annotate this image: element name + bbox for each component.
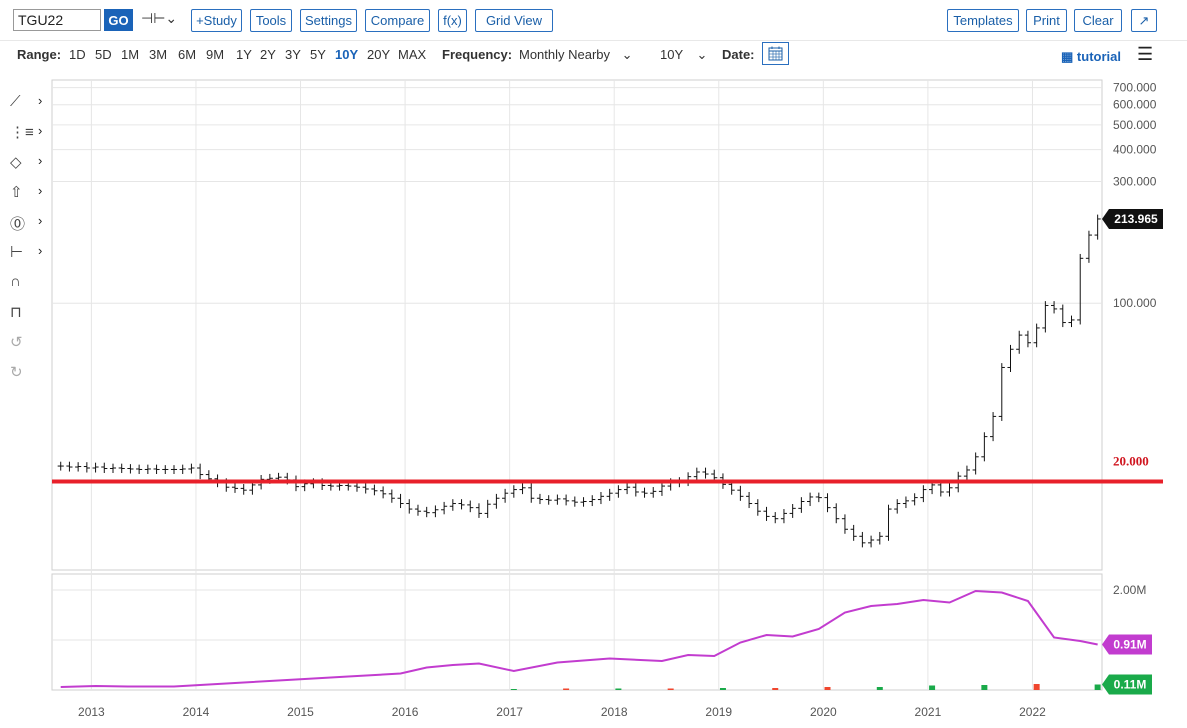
- menu-icon[interactable]: ☰: [1137, 44, 1154, 64]
- compare-button[interactable]: Compare: [365, 9, 430, 32]
- lower-panel-frame: [51, 573, 1103, 691]
- go-button[interactable]: GO: [104, 9, 133, 31]
- price-tick-label: 600.000: [1113, 98, 1157, 112]
- lock-icon[interactable]: ⊓: [10, 304, 22, 321]
- clear-button[interactable]: Clear: [1074, 9, 1122, 32]
- chevron-right-icon: ›: [38, 183, 43, 198]
- grid-view-button[interactable]: Grid View: [475, 9, 553, 32]
- templates-button[interactable]: Templates: [947, 9, 1019, 32]
- volume-bar: [824, 687, 831, 690]
- bar-type-icon[interactable]: ⊣⊢⌄: [141, 10, 178, 26]
- open-interest-badge: [1102, 634, 1152, 655]
- year-tick-label: 2013: [78, 705, 105, 719]
- range-max[interactable]: MAX: [398, 47, 427, 62]
- date-label: Date:: [722, 47, 755, 62]
- price-tick-label: 700.000: [1113, 81, 1157, 95]
- last-price-label: 213.965: [1114, 212, 1158, 226]
- period-select[interactable]: 10Y ⌄: [660, 47, 707, 63]
- open-interest-line: [60, 589, 1098, 688]
- year-tick-label: 2016: [392, 705, 419, 719]
- year-tick-label: 2020: [810, 705, 837, 719]
- volume-bar: [772, 688, 779, 690]
- year-tick-label: 2022: [1019, 705, 1046, 719]
- fib-tool-icon[interactable]: ⋮≡ ›: [10, 123, 43, 141]
- volume-bar: [1094, 684, 1101, 690]
- year-tick-label: 2017: [496, 705, 523, 719]
- price-tick-label: 300.000: [1113, 175, 1157, 189]
- chevron-down-icon: ⌄: [621, 47, 633, 62]
- settings-button[interactable]: Settings: [300, 9, 357, 32]
- frequency-label: Frequency:: [442, 47, 513, 62]
- expand-icon[interactable]: ↗: [1131, 9, 1157, 32]
- fx-button[interactable]: f(x): [438, 9, 467, 32]
- volume-bar: [667, 688, 674, 690]
- chevron-right-icon: ›: [38, 213, 43, 228]
- volume-bar: [510, 689, 517, 690]
- chevron-right-icon: ›: [38, 153, 43, 168]
- volume-bar: [615, 688, 622, 690]
- tutorial-label: tutorial: [1076, 49, 1121, 64]
- volume-bar: [929, 685, 936, 690]
- volume-bar: [563, 688, 570, 690]
- frequency-select[interactable]: Monthly Nearby ⌄: [519, 47, 633, 63]
- calendar-button[interactable]: [762, 42, 789, 65]
- text-tool-icon[interactable]: ⓪ ›: [10, 213, 43, 233]
- price-chart[interactable]: 700.000 600.000 500.000 400.000 300.000 100.0…: [0, 68, 1187, 728]
- arrow-tool-icon[interactable]: ⇧ ›: [10, 183, 43, 201]
- last-price-badge: [1102, 208, 1163, 229]
- range-20y[interactable]: 20Y: [367, 47, 391, 62]
- redo-icon[interactable]: ↻: [10, 364, 23, 381]
- range-3m[interactable]: 3M: [149, 47, 168, 62]
- volume-bar: [719, 688, 726, 690]
- period-value: 10Y: [660, 47, 683, 62]
- volume-bar: [1033, 684, 1040, 690]
- measure-tool-icon[interactable]: ⊢ ›: [10, 243, 43, 261]
- undo-icon[interactable]: ↺: [10, 334, 23, 351]
- tools-button[interactable]: Tools: [250, 9, 292, 32]
- reference-line-label: 20.000: [1113, 454, 1149, 469]
- top-toolbar: GO ⊣⊢⌄ +Study Tools Settings Compare f(x…: [0, 0, 1187, 40]
- open-interest-label: 0.91M: [1113, 638, 1146, 652]
- range-9m[interactable]: 9M: [206, 47, 225, 62]
- range-10y[interactable]: 10Y: [335, 47, 359, 62]
- film-icon: ▦: [1061, 49, 1074, 64]
- year-tick-label: 2019: [705, 705, 732, 719]
- lower-tick-label: 2.00M: [1113, 583, 1146, 597]
- range-1m[interactable]: 1M: [121, 47, 140, 62]
- line-tool-icon[interactable]: ⟋ ›: [10, 93, 43, 110]
- chevron-down-icon: ⌄: [696, 47, 708, 62]
- chevron-right-icon: ›: [38, 243, 43, 258]
- volume-badge: [1102, 674, 1152, 695]
- tutorial-link[interactable]: ▦ tutorial: [1061, 49, 1121, 65]
- range-1y[interactable]: 1Y: [236, 47, 252, 62]
- shape-tool-icon[interactable]: ◇ ›: [10, 153, 43, 171]
- year-tick-label: 2014: [183, 705, 210, 719]
- year-tick-label: 2015: [287, 705, 314, 719]
- print-button[interactable]: Print: [1026, 9, 1067, 32]
- price-tick-label: 100.000: [1113, 296, 1157, 310]
- year-tick-label: 2018: [601, 705, 628, 719]
- chevron-right-icon: ›: [38, 123, 43, 138]
- price-tick-label: 500.000: [1113, 118, 1157, 132]
- range-bar: Range: 1D 5D 1M 3M 6M 9M 1Y 2Y 3Y 5Y 10Y…: [0, 40, 1187, 69]
- volume-bar: [876, 687, 883, 690]
- volume-label: 0.11M: [1114, 678, 1147, 692]
- range-label: Range:: [17, 47, 62, 62]
- range-2y[interactable]: 2Y: [260, 47, 276, 62]
- study-button[interactable]: +Study: [191, 9, 242, 32]
- range-5d[interactable]: 5D: [95, 47, 112, 62]
- calendar-icon: [768, 46, 783, 61]
- range-6m[interactable]: 6M: [178, 47, 197, 62]
- range-5y[interactable]: 5Y: [310, 47, 326, 62]
- year-tick-label: 2021: [915, 705, 942, 719]
- price-tick-label: 400.000: [1113, 143, 1157, 157]
- range-1d[interactable]: 1D: [69, 47, 86, 62]
- frequency-value: Monthly Nearby: [519, 47, 611, 62]
- magnet-icon[interactable]: ∩: [10, 273, 21, 290]
- price-panel-frame: [51, 79, 1103, 571]
- symbol-input[interactable]: [13, 9, 101, 31]
- range-3y[interactable]: 3Y: [285, 47, 301, 62]
- volume-bar: [981, 685, 988, 690]
- chevron-right-icon: ›: [38, 93, 43, 108]
